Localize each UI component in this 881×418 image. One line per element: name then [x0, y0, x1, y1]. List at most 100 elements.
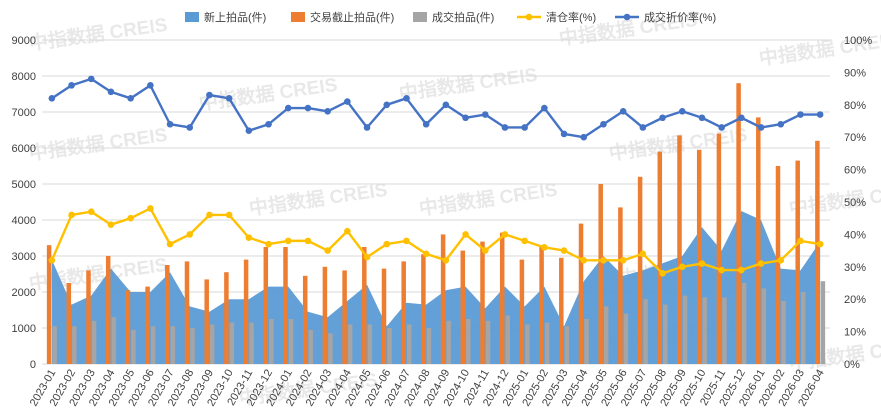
point-discount-rate [678, 107, 686, 115]
point-discount-rate [757, 124, 765, 131]
point-discount-rate [718, 124, 725, 131]
bar-auction-closed [499, 232, 505, 364]
bar-deals [820, 281, 826, 364]
bar-auction-closed [263, 247, 269, 364]
point-clearance-rate [580, 257, 588, 264]
bar-auction-closed [637, 176, 643, 364]
point-clearance-rate [777, 257, 785, 264]
bar-auction-closed [539, 245, 544, 364]
bar-auction-closed [283, 247, 288, 364]
point-discount-rate [481, 111, 489, 118]
bar-deals [544, 322, 550, 364]
bar-deals [190, 328, 195, 364]
bar-auction-closed [736, 83, 741, 364]
bar-auction-closed [618, 207, 623, 364]
y-right-tick: 70% [844, 132, 866, 144]
legend: 新上拍品(件) 交易截止拍品(件) 成交拍品(件) 清仓率(%) 成交折价率(%) [185, 10, 716, 24]
y-right-tick: 30% [844, 262, 866, 274]
point-discount-rate [245, 127, 253, 135]
y-right-tick: 20% [844, 294, 866, 306]
bar-auction-closed [362, 247, 367, 364]
bar-auction-closed [598, 184, 603, 364]
bar-deals [170, 326, 176, 364]
bar-deals [150, 326, 156, 364]
point-discount-rate [777, 120, 785, 128]
point-discount-rate [225, 95, 233, 102]
point-discount-rate [107, 88, 115, 96]
point-clearance-rate [757, 260, 765, 267]
y-right-tick: 10% [844, 327, 866, 339]
point-discount-rate [639, 124, 647, 131]
bar-deals [564, 326, 570, 364]
point-discount-rate [600, 120, 607, 128]
bar-auction-closed [578, 223, 584, 364]
point-discount-rate [48, 95, 56, 102]
bar-deals [682, 295, 688, 364]
y-right-tick: 50% [844, 197, 866, 209]
point-clearance-rate [619, 257, 627, 264]
point-clearance-rate [206, 211, 213, 219]
point-discount-rate [383, 101, 391, 109]
bar-auction-closed [165, 265, 170, 364]
point-clearance-rate [797, 237, 804, 245]
bar-deals [52, 326, 57, 364]
point-clearance-rate [659, 269, 666, 277]
legend-label: 清仓率(%) [546, 10, 596, 24]
bar-auction-closed [105, 256, 111, 364]
bar-deals [209, 324, 215, 364]
bar-series-group [46, 83, 826, 365]
legend-label: 成交折价率(%) [644, 10, 716, 24]
bar-deals [761, 288, 767, 364]
line-series-group [48, 75, 824, 277]
point-clearance-rate [363, 253, 371, 261]
bar-auction-closed [381, 268, 387, 364]
bar-auction-closed [46, 245, 52, 364]
point-discount-rate [87, 75, 95, 83]
bar-auction-closed [66, 283, 72, 364]
bar-deals [722, 297, 727, 364]
y-left-tick: 2000 [12, 287, 36, 299]
bar-auction-closed [421, 254, 426, 364]
point-clearance-rate [481, 247, 489, 254]
bar-auction-closed [184, 261, 190, 364]
bar-auction-closed [696, 149, 702, 364]
point-discount-rate [521, 124, 528, 131]
y-right-tick: 0% [844, 359, 860, 371]
point-discount-rate [541, 104, 548, 112]
legend-label: 新上拍品(件) [204, 10, 266, 24]
bar-deals [91, 320, 97, 364]
bar-deals [525, 324, 530, 364]
y-left-tick: 9000 [12, 35, 36, 47]
point-clearance-rate [186, 231, 194, 238]
point-discount-rate [580, 133, 588, 141]
y-left-tick: 5000 [12, 179, 36, 191]
point-discount-rate [403, 95, 410, 102]
bar-deals [446, 320, 451, 364]
bar-deals [111, 317, 116, 364]
bar-auction-closed [775, 166, 781, 364]
point-clearance-rate [521, 237, 528, 245]
legend-swatch [185, 12, 199, 22]
bar-deals [702, 297, 707, 364]
bar-deals [426, 328, 432, 364]
point-clearance-rate [462, 231, 469, 238]
point-clearance-rate [147, 205, 154, 212]
point-clearance-rate [304, 237, 312, 245]
point-clearance-rate [48, 257, 56, 264]
watermark-text: 中指数据 CREIS [27, 123, 168, 165]
y-left-tick: 7000 [12, 107, 36, 119]
point-discount-rate [560, 130, 568, 138]
legend-marker [623, 13, 631, 21]
legend-swatch [291, 12, 305, 22]
bar-auction-closed [145, 286, 150, 364]
point-discount-rate [186, 124, 194, 131]
point-discount-rate [147, 82, 154, 89]
point-clearance-rate [166, 240, 174, 248]
bar-auction-closed [86, 270, 91, 364]
bar-auction-closed [440, 234, 446, 364]
line-discount-rate [51, 77, 821, 139]
bar-deals [643, 299, 648, 364]
point-clearance-rate [87, 208, 95, 216]
bar-deals [781, 301, 786, 364]
